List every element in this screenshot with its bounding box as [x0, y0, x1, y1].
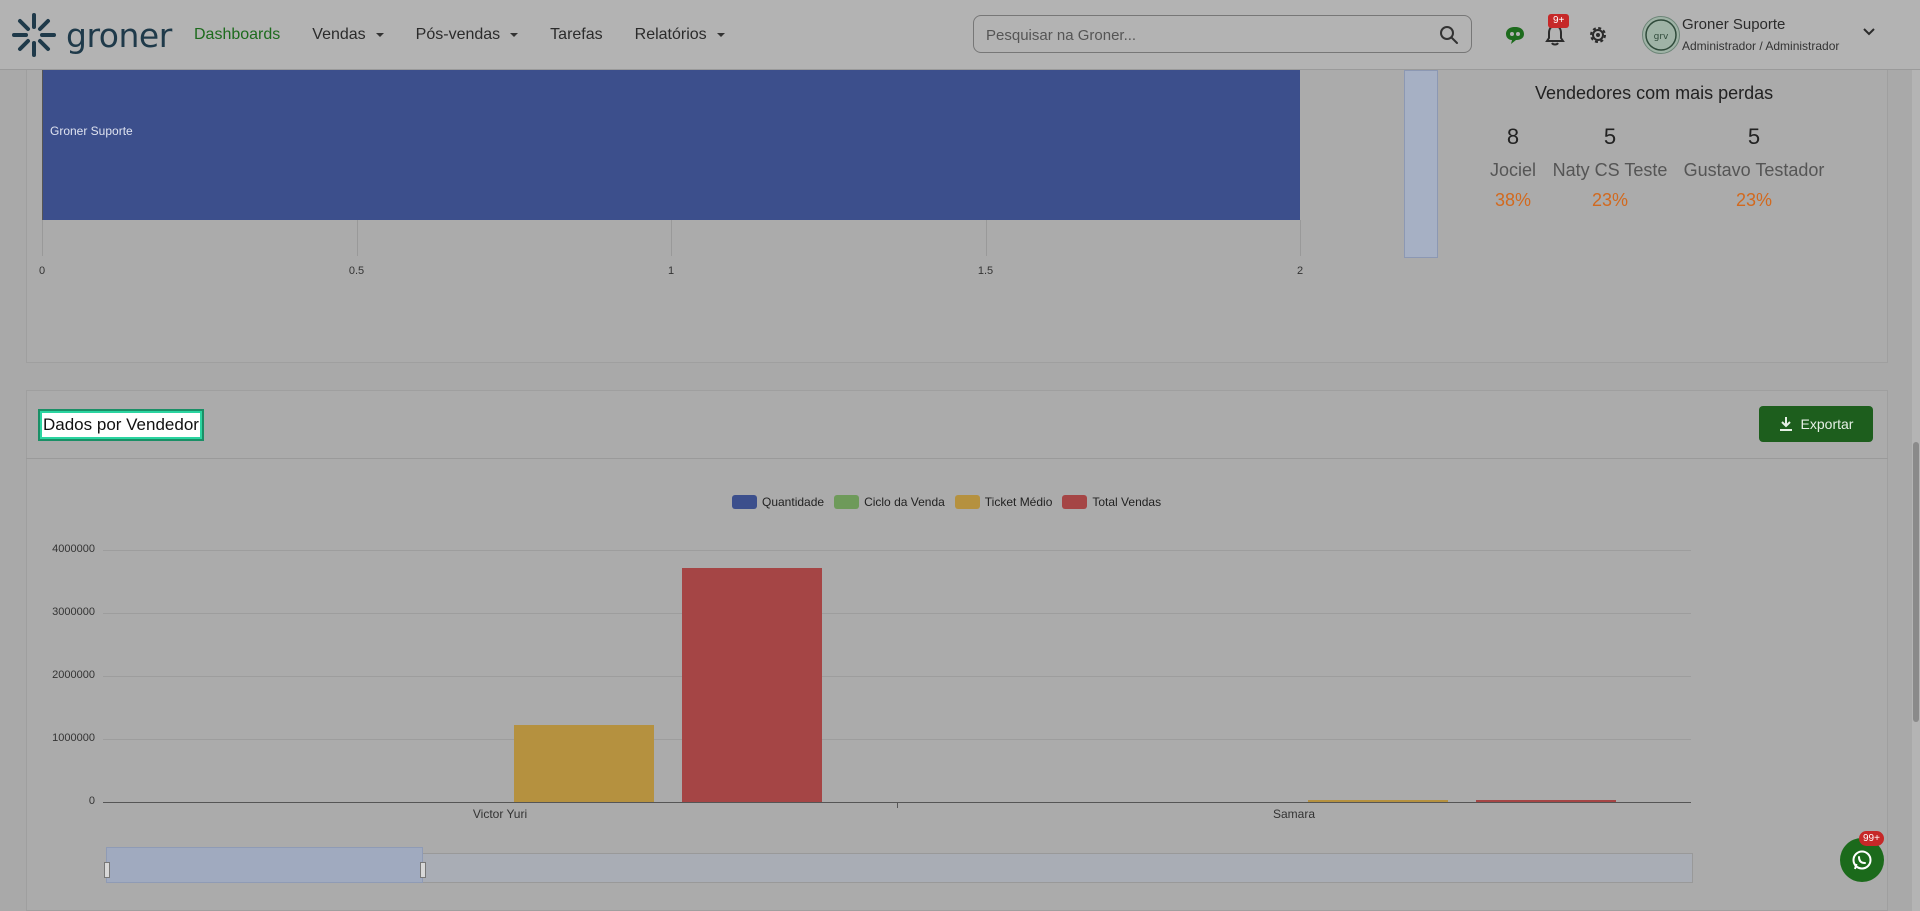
legend-label: Total Vendas — [1092, 495, 1162, 509]
groner-logo-icon — [12, 13, 56, 57]
notification-badge: 9+ — [1548, 14, 1570, 28]
legend-swatch — [1062, 495, 1088, 509]
avatar[interactable]: grv — [1642, 16, 1680, 54]
nav-dashboards[interactable]: Dashboards — [194, 26, 280, 44]
user-name: Groner Suporte — [1682, 16, 1786, 33]
loss-count: 8 — [1506, 124, 1520, 149]
losses-title: Vendedores com mais perdas — [1535, 83, 1774, 103]
y-axis-line — [42, 70, 43, 256]
loss-seller-gustavo: 5 Gustavo Testador 23% — [1674, 124, 1834, 211]
loss-pct: 23% — [1591, 190, 1629, 210]
legend-item[interactable]: Total Vendas — [1062, 495, 1161, 509]
download-icon — [1779, 417, 1792, 431]
top-navbar: groner Dashboards Vendas Pós-vendas Tare… — [0, 0, 1920, 70]
y-gridline — [103, 613, 1691, 614]
horizontal-bar-label: Groner Suporte — [50, 124, 133, 138]
x-tick-label: 1.5 — [977, 265, 994, 277]
bar-ticket-m-dio-victor-yuri[interactable] — [514, 724, 654, 802]
page-scrollbar-thumb[interactable] — [1913, 442, 1919, 722]
groner-logo[interactable]: groner — [10, 10, 172, 60]
bar-ticket-m-dio-samara[interactable] — [1308, 800, 1448, 802]
caret-down-icon — [716, 33, 725, 37]
x-category-label: Victor Yuri — [472, 807, 528, 821]
export-label: Exportar — [1800, 416, 1854, 432]
zoom-handle-left[interactable] — [104, 862, 110, 878]
y-tick-label: 3000000 — [52, 606, 95, 618]
groner-assistant-icon[interactable] — [1504, 25, 1526, 45]
x-gridline — [985, 220, 987, 256]
nav-vendas-label: Vendas — [312, 26, 366, 43]
y-tick-label: 1000000 — [52, 732, 95, 744]
whatsapp-icon — [1852, 850, 1872, 870]
nav-pos-vendas-label: Pós-vendas — [415, 26, 501, 43]
x-tick-label: 2 — [1296, 265, 1304, 277]
x-tick-label: 0 — [38, 265, 46, 277]
legend-item[interactable]: Ticket Médio — [954, 495, 1053, 509]
user-role: Administrador / Administrador — [1682, 39, 1840, 53]
search-input[interactable] — [984, 16, 1428, 54]
loss-pct: 23% — [1735, 190, 1773, 210]
x-tick-label: 1 — [667, 265, 675, 277]
logo-text: groner — [66, 15, 172, 55]
caret-down-icon — [510, 33, 519, 37]
nav-pos-vendas[interactable]: Pós-vendas — [416, 26, 519, 44]
legend-swatch — [834, 495, 860, 509]
loss-count: 5 — [1747, 124, 1761, 149]
main-nav: Dashboards Vendas Pós-vendas Tarefas Rel… — [194, 0, 757, 70]
zoom-handle-right[interactable] — [420, 862, 426, 878]
x-gridline — [671, 220, 672, 256]
legend-swatch — [732, 495, 757, 509]
y-gridline — [103, 739, 1691, 740]
legend-label: Ciclo da Venda — [864, 495, 945, 509]
legend-swatch — [954, 495, 980, 509]
loss-name: Jociel — [1489, 160, 1537, 180]
x-category-label: Samara — [1272, 807, 1316, 821]
nav-vendas[interactable]: Vendas — [312, 26, 384, 44]
whatsapp-badge: 99+ — [1859, 831, 1884, 846]
nav-relatorios-label: Relatórios — [634, 26, 707, 43]
y-tick-label: 4000000 — [52, 543, 95, 555]
loss-count: 5 — [1603, 124, 1617, 149]
y-tick-label: 0 — [88, 795, 95, 807]
legend-item[interactable]: Ciclo da Venda — [834, 495, 945, 509]
legend-label: Ticket Médio — [984, 495, 1053, 509]
chart-scroll-handle[interactable] — [1404, 70, 1438, 258]
seller-data-panel — [26, 390, 1888, 911]
nav-dashboards-label: Dashboards — [194, 26, 281, 43]
panel-divider — [26, 458, 1888, 459]
legend-label: Quantidade — [762, 495, 825, 509]
x-tick-label: 0.5 — [348, 265, 365, 277]
nav-tarefas[interactable]: Tarefas — [550, 26, 602, 44]
avatar-logo-icon: grv — [1645, 19, 1677, 51]
loss-name: Gustavo Testador — [1683, 160, 1825, 180]
chevron-down-icon[interactable] — [1862, 27, 1876, 37]
gear-icon[interactable] — [1587, 24, 1609, 46]
bar-total-vendas-victor-yuri[interactable] — [682, 567, 822, 802]
loss-seller-naty: 5 Naty CS Teste 23% — [1540, 124, 1680, 211]
chart-zoom-selection[interactable] — [106, 847, 423, 883]
search-box — [973, 15, 1472, 54]
x-gridline — [1300, 220, 1301, 256]
y-gridline — [103, 676, 1691, 677]
search-icon[interactable] — [1439, 25, 1459, 45]
loss-pct: 38% — [1494, 190, 1532, 210]
loss-seller-jociel: 8 Jociel 38% — [1443, 124, 1583, 211]
y-gridline — [103, 550, 1691, 551]
nav-tarefas-label: Tarefas — [550, 26, 603, 43]
x-gridline — [42, 220, 43, 256]
x-gridline — [356, 220, 358, 256]
horizontal-bar[interactable] — [42, 70, 1300, 220]
caret-down-icon — [375, 33, 384, 37]
x-category-separator — [897, 802, 898, 808]
svg-text:grv: grv — [1654, 32, 1669, 42]
y-tick-label: 2000000 — [52, 669, 95, 681]
legend-item[interactable]: Quantidade — [732, 495, 824, 509]
loss-name: Naty CS Teste — [1552, 160, 1668, 180]
export-button[interactable]: Exportar — [1759, 406, 1873, 442]
chart-legend: Quantidade Ciclo da Venda Ticket Médio Tota… — [732, 495, 1171, 509]
nav-relatorios[interactable]: Relatórios — [635, 26, 725, 44]
bar-total-vendas-samara[interactable] — [1476, 800, 1616, 802]
section-title[interactable]: Dados por Vendedor — [40, 411, 202, 439]
